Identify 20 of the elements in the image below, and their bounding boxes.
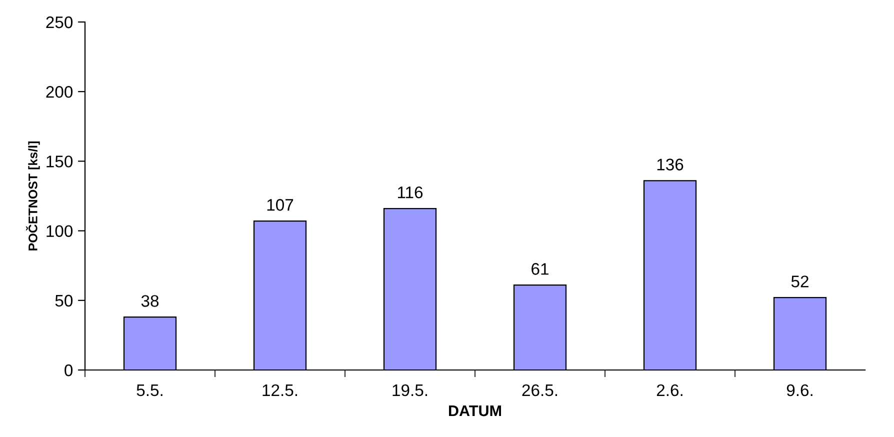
data-label: 38: [141, 295, 159, 307]
x-tick-label: 5.5.: [136, 384, 162, 396]
x-tick-label: 12.5.: [262, 384, 298, 396]
y-axis-title: POČETNOST [ks/l]: [26, 141, 40, 250]
x-tick-label: 26.5.: [522, 384, 558, 396]
y-tick-label: 100: [46, 225, 73, 238]
y-tick-label: 200: [46, 86, 73, 98]
x-tick-label: 9.6.: [786, 384, 812, 396]
data-label: 116: [398, 186, 423, 198]
y-tick-label: 150: [46, 156, 73, 168]
x-axis-title: DATUM: [449, 406, 501, 416]
x-tick-label: 2.6.: [656, 384, 682, 396]
y-tick-label: 250: [46, 16, 73, 28]
data-label: 61: [532, 263, 548, 275]
data-label: 52: [791, 276, 808, 288]
y-tick-label: 50: [55, 294, 73, 307]
data-label: 136: [657, 158, 684, 170]
x-tick-label: 19.5.: [392, 384, 428, 396]
y-tick-label: 0: [64, 364, 73, 376]
data-label: 107: [267, 199, 294, 211]
